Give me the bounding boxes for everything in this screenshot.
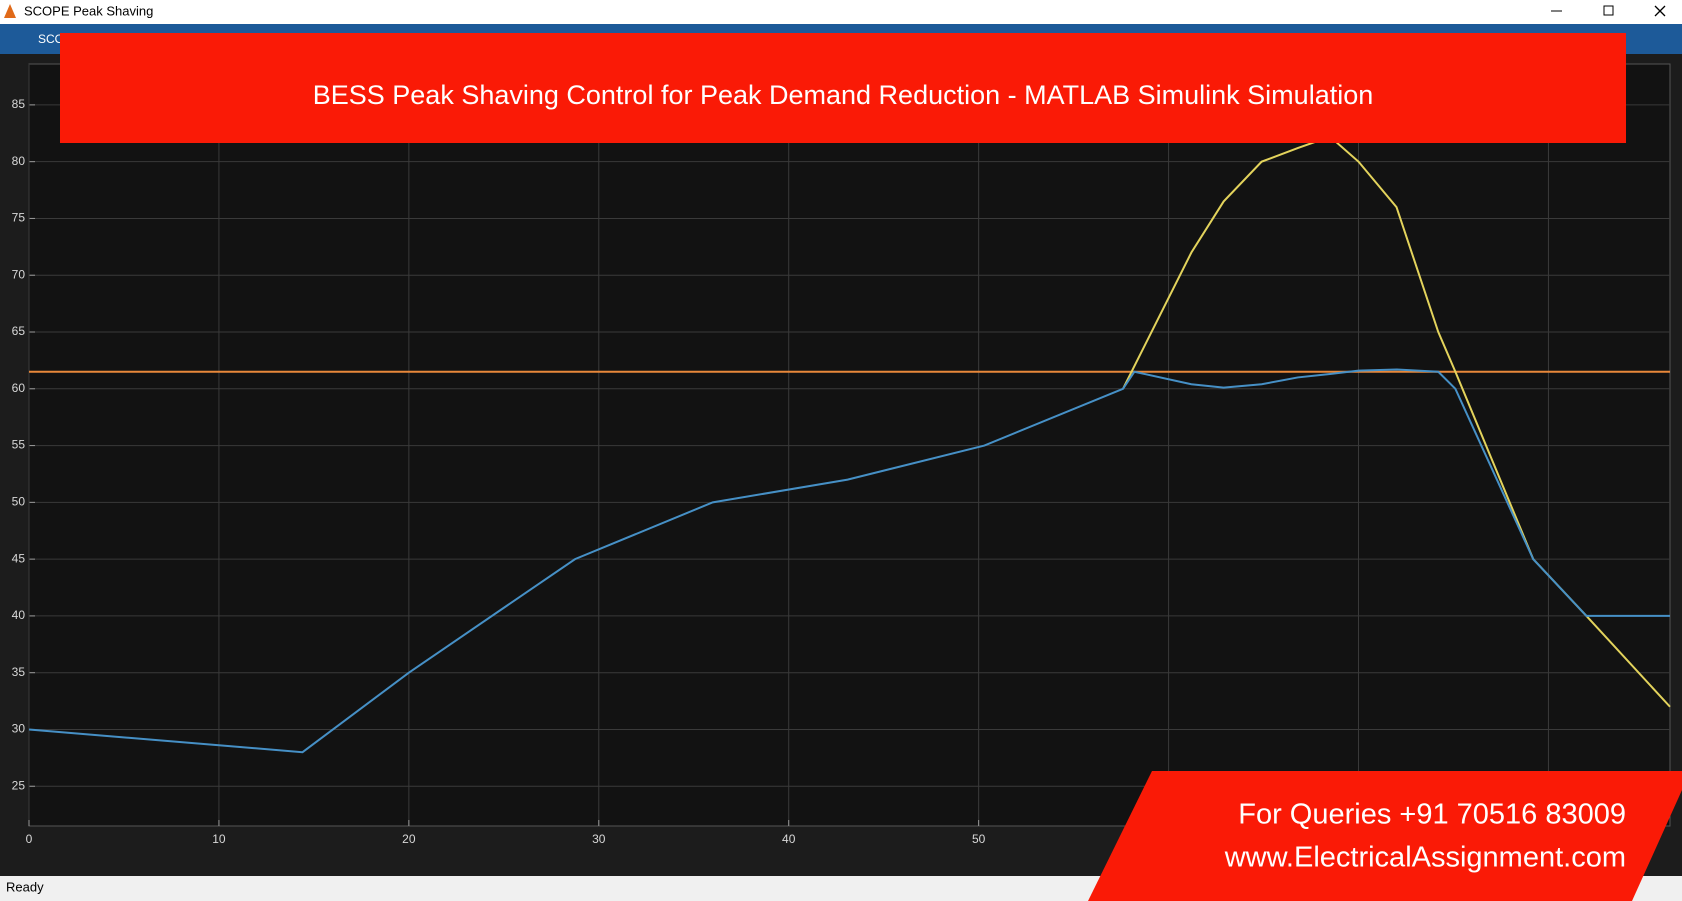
- matlab-icon: [4, 4, 16, 18]
- y-tick-label: 35: [12, 665, 26, 679]
- y-tick-label: 45: [12, 551, 26, 565]
- banner-text: BESS Peak Shaving Control for Peak Deman…: [313, 80, 1374, 110]
- y-tick-label: 70: [12, 267, 26, 281]
- series-line: [28, 368, 1670, 754]
- x-tick-label: 50: [972, 832, 986, 846]
- y-tick-label: 50: [12, 495, 26, 509]
- window-title: SCOPE Peak Shaving: [24, 3, 153, 18]
- y-tick-label: 60: [12, 381, 26, 395]
- y-tick-label: 40: [12, 608, 26, 622]
- x-tick-label: 10: [212, 832, 226, 846]
- series-line: [1122, 135, 1671, 708]
- y-tick-label: 85: [12, 97, 26, 111]
- y-tick-label: 80: [12, 154, 26, 168]
- contact-website: www.ElectricalAssignment.com: [1224, 842, 1626, 874]
- toolstrip-tab[interactable]: SCO: [38, 32, 64, 46]
- plot: 2530354045505560657075808501020304050607…: [12, 63, 1671, 846]
- contact-phone: For Queries +91 70516 83009: [1238, 799, 1626, 831]
- restore-button[interactable]: [1603, 5, 1614, 16]
- close-button[interactable]: [1654, 5, 1666, 17]
- x-tick-label: 20: [402, 832, 416, 846]
- status-text: Ready: [6, 879, 44, 894]
- y-tick-label: 25: [12, 778, 26, 792]
- y-tick-label: 65: [12, 324, 26, 338]
- x-tick-label: 30: [592, 832, 606, 846]
- y-tick-label: 30: [12, 722, 26, 736]
- contact-box: [1088, 771, 1682, 901]
- banner: [60, 33, 1626, 143]
- y-tick-label: 75: [12, 211, 26, 225]
- y-tick-label: 55: [12, 438, 26, 452]
- title-bar: [0, 0, 1682, 24]
- axes-background: [28, 63, 1671, 827]
- x-tick-label: 0: [26, 832, 33, 846]
- x-tick-label: 40: [782, 832, 796, 846]
